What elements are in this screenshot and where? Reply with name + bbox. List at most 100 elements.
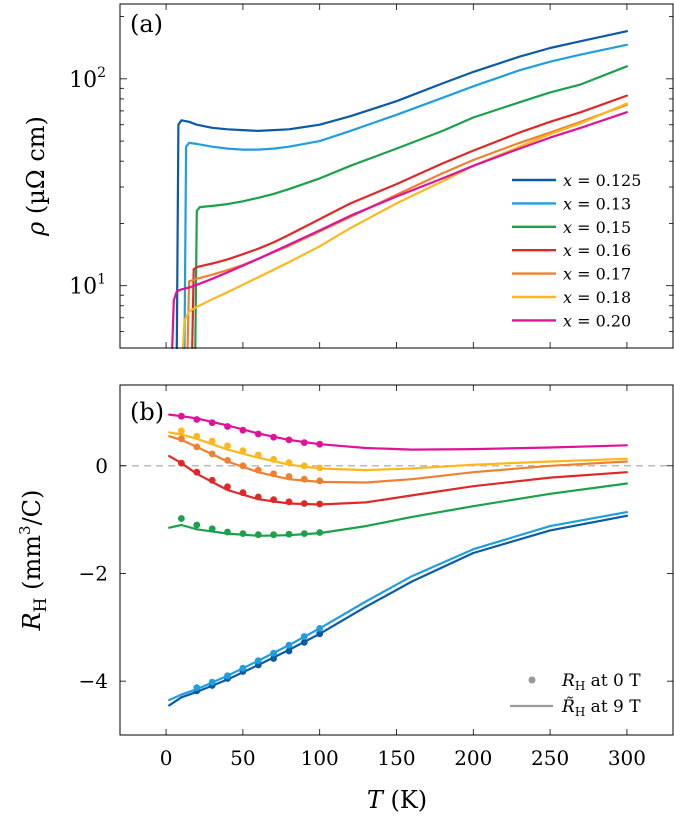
rh-0t-point-0.13	[285, 641, 293, 649]
panel-a-label: (a)	[130, 10, 163, 38]
rh-0t-point-0.15	[208, 525, 216, 533]
rh-0t-point-0.17	[178, 435, 185, 443]
rh-0t-point-0.20	[254, 430, 262, 438]
rh-0t-point-0.20	[208, 419, 216, 427]
rh-0t-point-0.15	[178, 515, 185, 522]
rh-0t-point-0.20	[270, 433, 277, 441]
b-y-tick-label: 0	[95, 454, 108, 478]
rh-0t-point-0.15	[254, 531, 262, 539]
rh-0t-point-0.13	[270, 649, 277, 657]
rh-0t-point-0.18	[178, 427, 185, 435]
rh-0t-point-0.20	[178, 412, 185, 420]
rh-0t-point-0.16	[239, 489, 247, 497]
rh-0t-point-0.16	[316, 500, 324, 508]
rh-9t-curve-0.17	[168, 435, 629, 484]
rh-0t-point-0.16	[270, 496, 277, 504]
panel-b-label: (b)	[130, 398, 164, 426]
rh-0t-point-0.13	[193, 684, 201, 691]
rh-0t-point-0.13	[239, 664, 247, 672]
rho-curve-0.17	[186, 103, 629, 350]
rh-0t-point-0.18	[193, 432, 201, 440]
rh-9t-curve-0.125	[168, 514, 629, 707]
rh-0t-point-0.17	[208, 450, 216, 458]
rh-0t-point-0.20	[193, 416, 201, 423]
rh-0t-point-0.18	[316, 464, 324, 472]
rh-9t-curve-0.20	[168, 413, 629, 451]
b-y-tick-label: −4	[79, 669, 108, 693]
rh-0t-point-0.20	[239, 426, 247, 434]
rh-0t-point-0.16	[178, 459, 185, 467]
rh-0t-point-0.17	[300, 475, 308, 483]
rh-0t-point-0.16	[224, 483, 231, 491]
x-tick-label: 50	[230, 746, 255, 770]
rh-9t-curve-0.13	[168, 510, 629, 702]
rh-0t-point-0.15	[193, 521, 201, 529]
legend-entry-label: x = 0.18	[563, 288, 631, 307]
rho-curve-0.18	[181, 102, 629, 350]
legend-entry-label: x = 0.13	[563, 194, 631, 213]
legend-entry-label: x = 0.125	[563, 171, 641, 190]
rh-0t-point-0.20	[285, 436, 293, 444]
x-tick-label: 0	[160, 746, 173, 770]
rh-0t-point-0.15	[239, 530, 247, 537]
rh-0t-point-0.18	[224, 442, 231, 450]
rh-0t-point-0.16	[300, 500, 308, 507]
rh-0t-point-0.13	[208, 678, 216, 686]
b-y-tick-label: −2	[79, 561, 108, 585]
rh-0t-point-0.16	[285, 498, 293, 506]
rh-0t-point-0.16	[193, 468, 201, 476]
rh-0t-point-0.13	[300, 633, 308, 640]
rh-0t-point-0.15	[300, 530, 308, 537]
rh-0t-point-0.17	[193, 443, 201, 451]
y-axis-label-rho: ρ (µΩ cm)	[22, 116, 50, 237]
legend-dots-label: RH at 0 T	[561, 671, 641, 693]
rho-curve-0.125	[175, 30, 629, 350]
legend-line-label: R̃H at 9 T	[561, 697, 641, 719]
legend-entry-label: x = 0.15	[563, 218, 631, 237]
y-axis-label-rh: RH (mm3/C)	[16, 490, 51, 632]
rh-0t-point-0.18	[270, 455, 277, 463]
rh-0t-point-0.18	[208, 437, 216, 445]
legend-dot-symbol	[528, 676, 536, 684]
legend-entry-label: x = 0.20	[563, 311, 631, 330]
rh-0t-point-0.18	[239, 447, 247, 455]
a-y-tick-label: 101	[69, 272, 106, 300]
rh-0t-point-0.13	[316, 625, 324, 632]
x-tick-label: 200	[454, 746, 492, 770]
rh-0t-point-0.17	[285, 473, 293, 480]
rho-curve-0.20	[171, 111, 629, 350]
rh-0t-point-0.18	[254, 451, 262, 459]
rh-0t-point-0.15	[285, 530, 293, 538]
rh-0t-point-0.17	[254, 466, 262, 474]
x-tick-label: 300	[608, 746, 646, 770]
panel-b-legend: RH at 0 T R̃H at 9 T	[510, 671, 641, 719]
rh-0t-point-0.125	[300, 639, 308, 646]
x-tick-label: 250	[531, 746, 569, 770]
rh-0t-point-0.15	[316, 529, 324, 536]
rh-0t-point-0.125	[316, 630, 324, 638]
a-y-tick-label: 102	[69, 65, 106, 93]
rh-0t-point-0.20	[316, 440, 324, 448]
rh-0t-point-0.17	[239, 462, 247, 470]
rh-0t-point-0.16	[254, 493, 262, 501]
panel-a-legend: x = 0.125 x = 0.13 x = 0.15 x = 0.16 x = 0.1…	[512, 171, 641, 330]
rh-0t-point-0.15	[270, 531, 277, 539]
panel-b-hall-coefficient: 0 50 100 150 200 250 300 −4 −2 0 (b) RH at 0 T R̃…	[16, 384, 674, 770]
legend-entry-label: x = 0.17	[563, 265, 631, 284]
rh-0t-point-0.13	[224, 672, 231, 680]
rh-0t-point-0.17	[316, 477, 324, 485]
rh-0t-point-0.18	[285, 459, 293, 466]
rh-0t-point-0.17	[224, 457, 231, 464]
rho-curve-0.15	[194, 65, 629, 350]
x-axis-label: T (K)	[367, 786, 427, 814]
rh-0t-point-0.15	[224, 528, 231, 536]
rh-0t-point-0.17	[270, 470, 277, 478]
rh-0t-point-0.18	[300, 462, 308, 470]
rh-0t-point-0.20	[300, 439, 308, 446]
legend-entry-label: x = 0.16	[563, 241, 631, 260]
rh-0t-point-0.125	[285, 647, 293, 655]
rh-0t-point-0.13	[254, 657, 262, 665]
x-tick-label: 100	[301, 746, 339, 770]
